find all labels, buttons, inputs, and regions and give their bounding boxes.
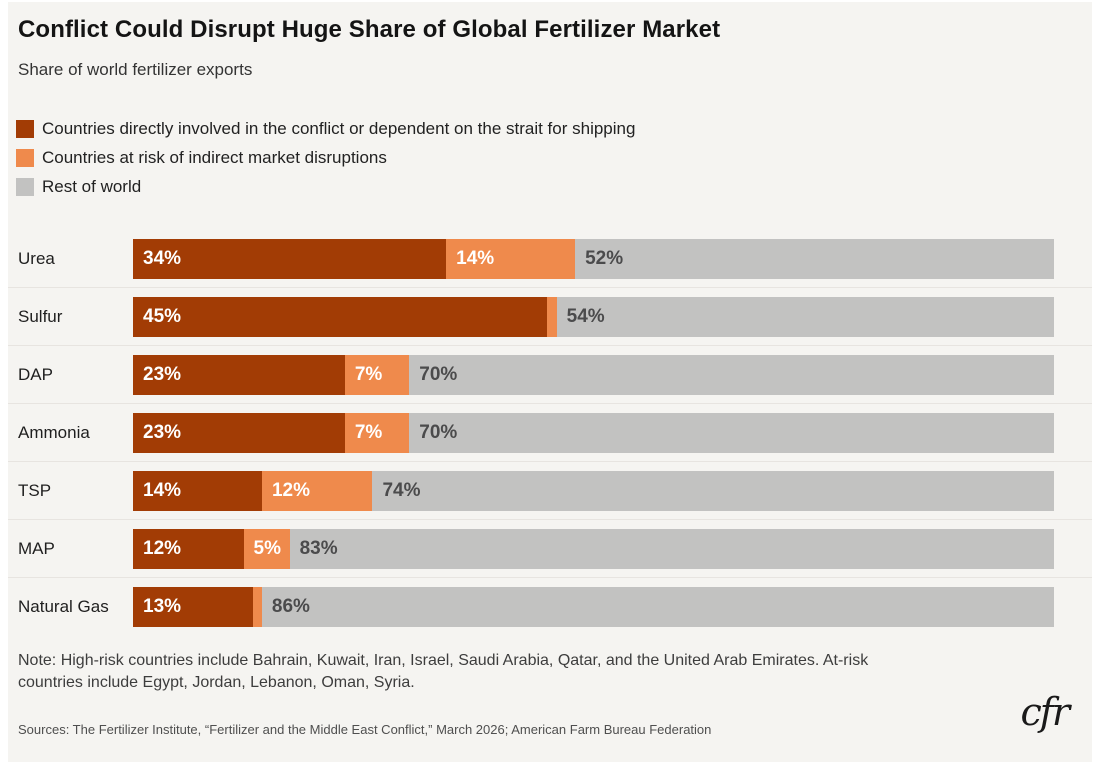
- stacked-bar: 13% 86%: [133, 587, 1054, 627]
- row-divider: [8, 345, 1092, 346]
- stacked-bar: 14% 12% 74%: [133, 471, 1054, 511]
- value-label: 5%: [253, 538, 281, 559]
- row-divider: [8, 577, 1092, 578]
- row-divider: [8, 461, 1092, 462]
- category-label: MAP: [18, 539, 55, 558]
- legend: Countries directly involved in the confl…: [16, 114, 635, 201]
- bar-segment-rest: 54%: [556, 297, 1054, 337]
- bar-segment-direct: 45%: [133, 297, 548, 337]
- legend-swatch-indirect: [16, 148, 34, 167]
- bar-segment-indirect: 12%: [261, 471, 373, 511]
- value-label: 12%: [143, 538, 182, 559]
- value-label: 70%: [419, 364, 458, 385]
- value-label: 83%: [299, 538, 338, 559]
- chart-row: TSP 14% 12% 74%: [8, 471, 1092, 529]
- bar-segment-direct: 23%: [133, 413, 345, 453]
- category-label: Ammonia: [18, 423, 90, 442]
- stacked-bar: 34% 14% 52%: [133, 239, 1054, 279]
- legend-swatch-direct: [16, 119, 34, 138]
- value-label: 52%: [585, 248, 624, 269]
- value-label: 14%: [143, 480, 182, 501]
- value-label: 13%: [143, 596, 182, 617]
- footnote: Note: High-risk countries include Bahrai…: [18, 652, 869, 691]
- value-label: 23%: [143, 422, 182, 443]
- chart-subtitle: Share of world fertilizer exports: [18, 60, 253, 79]
- stacked-bar-chart: Urea 34% 14% 52% Sulfur 45% 54% DAP 23% 7% 70% Ammo…: [8, 239, 1092, 645]
- bar-segment-rest: 83%: [289, 529, 1054, 569]
- value-label: 12%: [271, 480, 310, 501]
- legend-item-rest: Rest of world: [16, 172, 635, 201]
- legend-label: Rest of world: [42, 176, 142, 196]
- chart-row: Natural Gas 13% 86%: [8, 587, 1092, 645]
- legend-label: Countries directly involved in the confl…: [42, 118, 636, 138]
- bar-segment-rest: 70%: [409, 413, 1054, 453]
- bar-segment-indirect: 7%: [344, 355, 410, 395]
- stacked-bar: 23% 7% 70%: [133, 413, 1054, 453]
- value-label: 54%: [566, 306, 605, 327]
- chart-panel: Conflict Could Disrupt Huge Share of Glo…: [8, 2, 1092, 762]
- bar-segment-direct: 14%: [133, 471, 262, 511]
- value-label: 74%: [382, 480, 421, 501]
- bar-segment-rest: 70%: [409, 355, 1054, 395]
- bar-segment-direct: 34%: [133, 239, 447, 279]
- legend-item-indirect: Countries at risk of indirect market dis…: [16, 143, 635, 172]
- legend-label: Countries at risk of indirect market dis…: [42, 147, 387, 167]
- legend-item-direct: Countries directly involved in the confl…: [16, 114, 635, 143]
- bar-segment-indirect: 7%: [344, 413, 410, 453]
- bar-segment-rest: 52%: [575, 239, 1054, 279]
- value-label: 23%: [143, 364, 182, 385]
- stacked-bar: 12% 5% 83%: [133, 529, 1054, 569]
- row-divider: [8, 287, 1092, 288]
- row-divider: [8, 403, 1092, 404]
- bar-segment-rest: 86%: [261, 587, 1054, 627]
- value-label: 7%: [354, 364, 383, 385]
- value-label: 45%: [143, 306, 182, 327]
- category-label: TSP: [18, 481, 52, 500]
- chart-title: Conflict Could Disrupt Huge Share of Glo…: [18, 16, 721, 43]
- value-label: 70%: [419, 422, 458, 443]
- bar-segment-indirect: 5%: [243, 529, 290, 569]
- value-label: 7%: [354, 422, 383, 443]
- category-label: DAP: [18, 365, 53, 384]
- bar-segment-indirect: [547, 297, 557, 337]
- sources-line: Sources: The Fertilizer Institute, “Fert…: [18, 722, 712, 737]
- chart-row: Urea 34% 14% 52%: [8, 239, 1092, 297]
- bar-segment-rest: 74%: [372, 471, 1054, 511]
- row-divider: [8, 519, 1092, 520]
- category-label: Natural Gas: [18, 597, 109, 616]
- bar-segment-direct: 23%: [133, 355, 345, 395]
- legend-swatch-rest: [16, 177, 34, 196]
- chart-row: DAP 23% 7% 70%: [8, 355, 1092, 413]
- value-label: 34%: [143, 248, 182, 269]
- chart-row: Ammonia 23% 7% 70%: [8, 413, 1092, 471]
- bar-segment-direct: 13%: [133, 587, 253, 627]
- cfr-logo: cfr: [1020, 690, 1069, 734]
- value-label: 14%: [456, 248, 495, 269]
- bar-segment-indirect: 14%: [446, 239, 576, 279]
- bar-segment-indirect: [252, 587, 262, 627]
- chart-row: Sulfur 45% 54%: [8, 297, 1092, 355]
- value-label: 86%: [271, 596, 310, 617]
- category-label: Sulfur: [18, 307, 63, 326]
- chart-row: MAP 12% 5% 83%: [8, 529, 1092, 587]
- category-label: Urea: [18, 249, 55, 268]
- stacked-bar: 45% 54%: [133, 297, 1054, 337]
- stacked-bar: 23% 7% 70%: [133, 355, 1054, 395]
- bar-segment-direct: 12%: [133, 529, 244, 569]
